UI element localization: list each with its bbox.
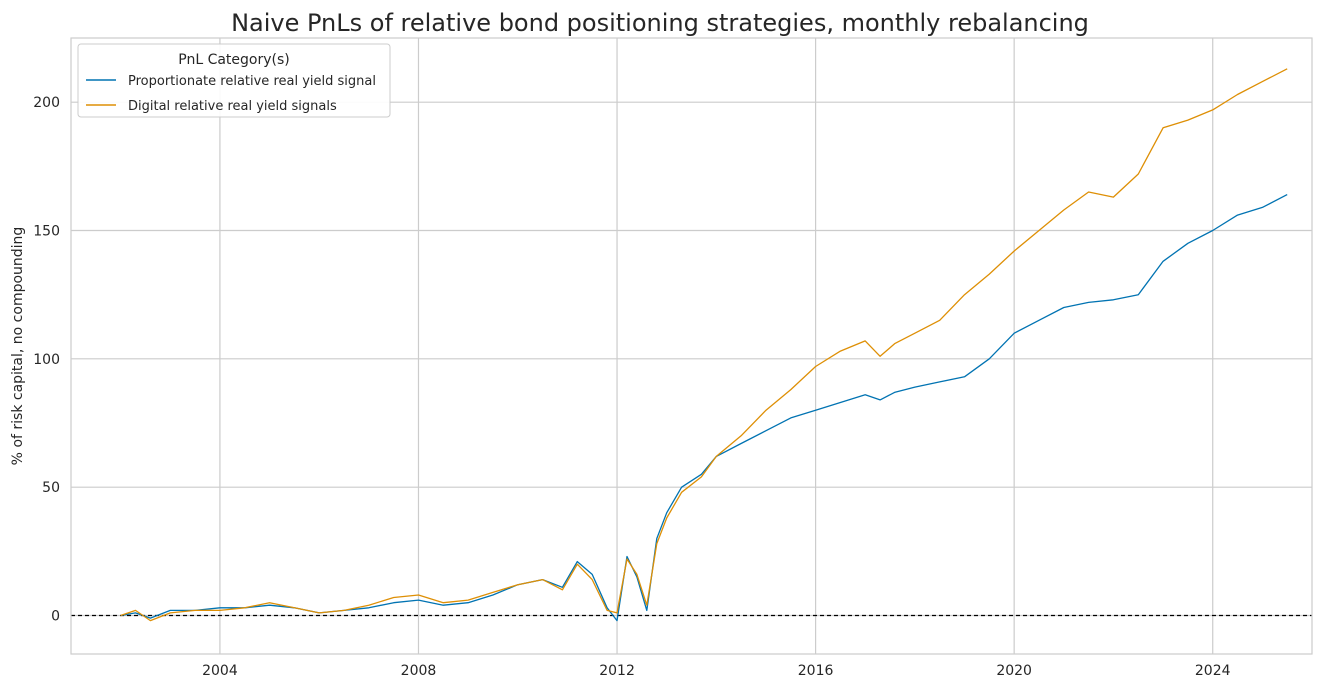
y-tick-label: 0 [51,609,60,625]
x-axis: 2004 2008 2012 2016 2020 2024 [202,663,1231,679]
x-tick-label: 2020 [996,663,1032,679]
y-tick-label: 150 [33,224,60,240]
series-layer [120,68,1288,622]
grid [71,38,1312,654]
chart-title: Naive PnLs of relative bond positioning … [231,9,1089,37]
x-tick-label: 2008 [401,663,437,679]
series-line-digital [120,68,1288,622]
series-line-proportionate [120,194,1288,622]
legend: PnL Category(s) Proportionate relative r… [77,43,391,118]
y-tick-label: 100 [33,352,60,368]
y-axis-label: % of risk capital, no compounding [10,227,26,466]
plot-frame [70,37,1313,655]
legend-label-digital: Digital relative real yield signals [128,99,337,114]
legend-box [77,43,391,118]
x-tick-label: 2004 [202,663,238,679]
y-tick-label: 200 [33,95,60,111]
x-tick-label: 2012 [599,663,635,679]
x-tick-label: 2016 [798,663,834,679]
y-axis: 0 50 100 150 200 [33,95,60,624]
legend-title: PnL Category(s) [178,52,290,68]
legend-label-proportionate: Proportionate relative real yield signal [128,74,376,89]
y-tick-label: 50 [42,480,60,496]
x-tick-label: 2024 [1195,663,1231,679]
